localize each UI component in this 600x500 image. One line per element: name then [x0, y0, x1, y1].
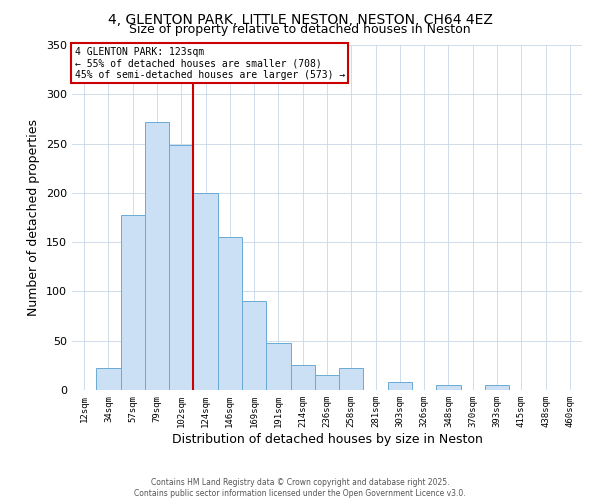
Bar — [145, 122, 169, 390]
Bar — [193, 193, 218, 390]
Bar — [436, 385, 461, 390]
Bar — [266, 342, 290, 390]
Text: 4 GLENTON PARK: 123sqm
← 55% of detached houses are smaller (708)
45% of semi-de: 4 GLENTON PARK: 123sqm ← 55% of detached… — [74, 46, 345, 80]
Bar — [96, 368, 121, 390]
X-axis label: Distribution of detached houses by size in Neston: Distribution of detached houses by size … — [172, 432, 482, 446]
Text: Size of property relative to detached houses in Neston: Size of property relative to detached ho… — [129, 22, 471, 36]
Text: 4, GLENTON PARK, LITTLE NESTON, NESTON, CH64 4EZ: 4, GLENTON PARK, LITTLE NESTON, NESTON, … — [107, 12, 493, 26]
Bar — [485, 385, 509, 390]
Bar — [121, 214, 145, 390]
Bar — [315, 375, 339, 390]
Bar — [290, 366, 315, 390]
Bar — [242, 302, 266, 390]
Y-axis label: Number of detached properties: Number of detached properties — [28, 119, 40, 316]
Bar — [169, 144, 193, 390]
Bar — [388, 382, 412, 390]
Text: Contains HM Land Registry data © Crown copyright and database right 2025.
Contai: Contains HM Land Registry data © Crown c… — [134, 478, 466, 498]
Bar — [339, 368, 364, 390]
Bar — [218, 237, 242, 390]
